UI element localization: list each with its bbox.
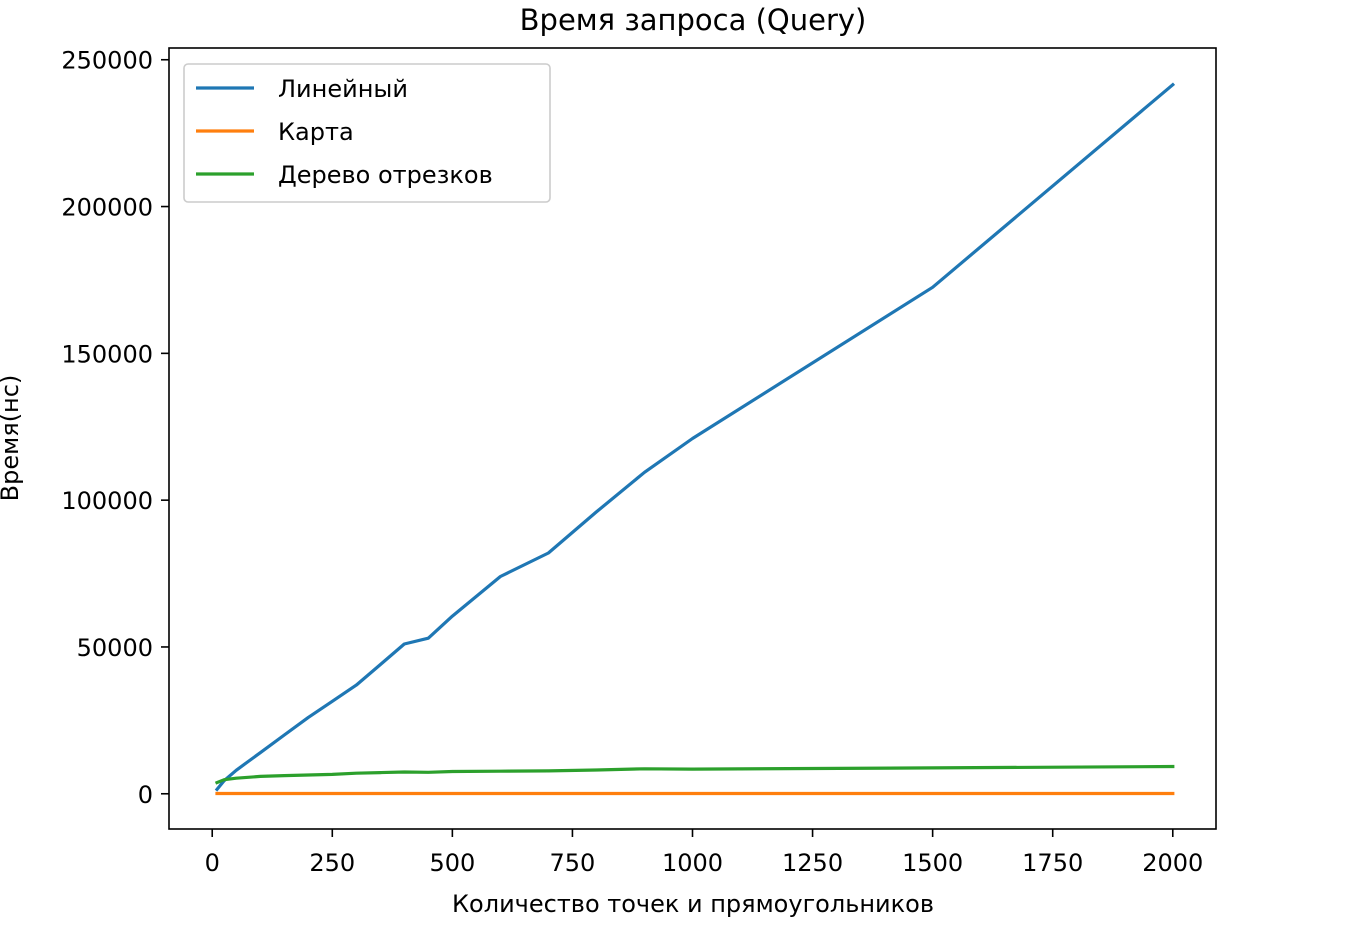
y-tick-label: 0 xyxy=(138,781,153,809)
x-tick-label: 2000 xyxy=(1142,849,1203,877)
legend-label-0: Линейный xyxy=(278,75,408,103)
x-tick-label: 1500 xyxy=(902,849,963,877)
x-tick-label: 1000 xyxy=(662,849,723,877)
series-layer xyxy=(214,82,1176,796)
x-tick-label: 750 xyxy=(550,849,596,877)
chart-title: Время запроса (Query) xyxy=(520,3,867,37)
x-tick-label: 250 xyxy=(309,849,355,877)
x-axis-label: Количество точек и прямоугольников xyxy=(452,890,934,918)
x-tick-label: 0 xyxy=(205,849,220,877)
legend-box xyxy=(183,63,551,203)
y-tick-label: 250000 xyxy=(61,47,153,75)
x-tick-label: 1750 xyxy=(1022,849,1083,877)
x-tick-label: 500 xyxy=(429,849,475,877)
y-axis: 0 50000 100000 150000 200000 250000 xyxy=(61,47,169,809)
y-tick-label: 100000 xyxy=(61,487,153,515)
legend-label-2: Дерево отрезков xyxy=(278,161,493,189)
x-axis: 0 250 500 750 1000 1250 1500 1750 2000 xyxy=(205,829,1203,877)
legend: Линейный Карта Дерево отрезков xyxy=(183,63,551,203)
y-axis-label: Время(нс) xyxy=(0,375,24,502)
series-line-2 xyxy=(214,764,1175,785)
y-tick-label: 200000 xyxy=(61,194,153,222)
series-line-0 xyxy=(214,82,1176,792)
legend-label-1: Карта xyxy=(278,118,354,146)
x-tick-label: 1250 xyxy=(782,849,843,877)
y-tick-label: 50000 xyxy=(77,634,153,662)
y-tick-label: 150000 xyxy=(61,340,153,368)
